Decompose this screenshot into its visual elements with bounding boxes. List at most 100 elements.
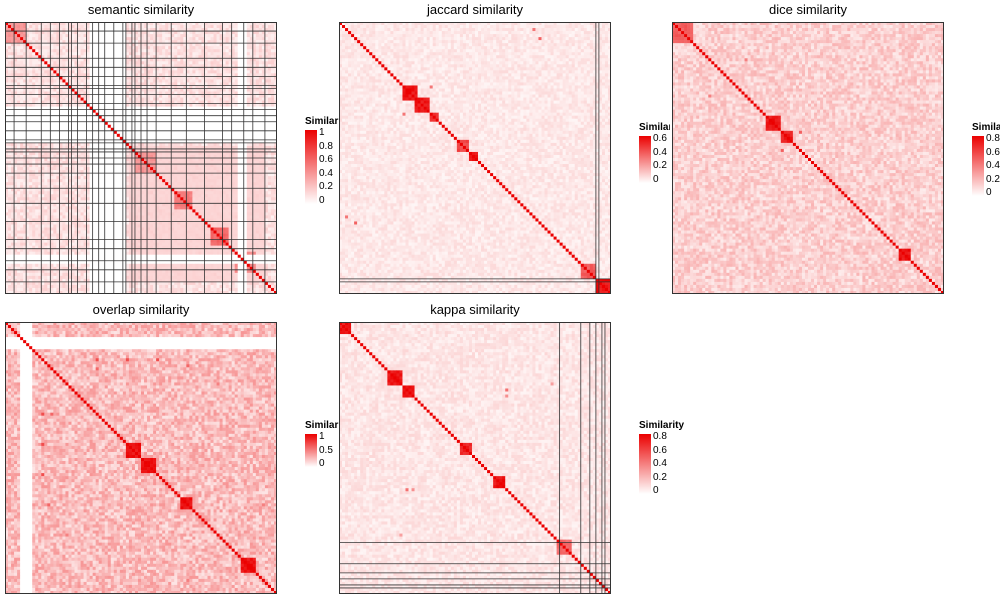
heatmap-cell (273, 103, 277, 107)
heatmap-cell (92, 88, 96, 92)
heatmap-cell (68, 85, 72, 89)
heatmap-cell (71, 58, 75, 62)
heatmap-cell (246, 73, 251, 77)
heatmap-cell (228, 170, 232, 174)
heatmap-cell (104, 100, 109, 104)
heatmap-cell (216, 79, 220, 83)
heatmap-cell (159, 79, 163, 83)
heatmap-cell (83, 82, 87, 86)
heatmap-cell (228, 88, 232, 92)
heatmap-cell (29, 121, 33, 126)
heatmap-cell (258, 70, 263, 74)
heatmap-cell (68, 67, 72, 71)
heatmap-cell (165, 185, 169, 189)
heatmap-cell (29, 118, 33, 123)
heatmap-cell (47, 25, 51, 29)
heatmap-cell (89, 130, 93, 135)
heatmap-cell (14, 170, 18, 174)
heatmap-cell (177, 55, 181, 59)
heatmap-cell (38, 67, 42, 71)
heatmap-cell (104, 109, 109, 113)
heatmap-cell (186, 154, 190, 159)
heatmap-cell (234, 139, 239, 144)
heatmap-cell (119, 91, 124, 95)
heatmap-cell (198, 167, 202, 171)
heatmap-cell (14, 40, 18, 44)
heatmap-cell (153, 148, 157, 153)
heatmap-cell (189, 127, 193, 132)
heatmap-cell (119, 79, 124, 83)
heatmap-cell (234, 70, 239, 74)
heatmap-cell (113, 136, 118, 141)
heatmap-cell (192, 22, 196, 26)
heatmap-cell (210, 112, 214, 116)
heatmap-cell (228, 161, 232, 165)
heatmap-cell (65, 94, 69, 98)
heatmap-cell (249, 82, 254, 86)
heatmap-cell (255, 46, 260, 50)
heatmap-cell (20, 167, 24, 171)
heatmap-cell (56, 91, 60, 95)
heatmap-cell (68, 179, 72, 183)
heatmap-cell (153, 145, 157, 150)
heatmap-cell (183, 46, 187, 50)
heatmap-cell (8, 127, 12, 132)
heatmap-cell (68, 79, 72, 83)
heatmap-cell (159, 121, 163, 126)
heatmap-cell (192, 164, 196, 168)
heatmap-cell (71, 164, 75, 168)
heatmap-cell (171, 76, 175, 80)
heatmap-cell (234, 106, 239, 110)
heatmap-cell (165, 34, 169, 38)
heatmap-cell (23, 133, 27, 138)
heatmap-cell (195, 109, 199, 113)
heatmap-cell (270, 182, 275, 186)
heatmap-cell (165, 158, 169, 162)
heatmap-cell (92, 127, 96, 132)
heatmap-cell (180, 136, 184, 141)
heatmap-cell (204, 103, 208, 107)
heatmap-cell (47, 58, 51, 62)
heatmap-cell (207, 37, 211, 41)
heatmap-cell (156, 185, 160, 189)
heatmap-cell (171, 164, 175, 168)
heatmap-cell (41, 112, 45, 116)
heatmap-cell (234, 161, 239, 165)
heatmap-cell (231, 61, 235, 65)
heatmap-cell (225, 97, 229, 101)
heatmap-cell (210, 176, 214, 180)
heatmap-cell (258, 130, 263, 135)
heatmap-cell (89, 188, 93, 192)
heatmap-cell (14, 55, 18, 59)
heatmap-cell (134, 64, 139, 68)
heatmap-cell (86, 73, 90, 77)
heatmap-cell (219, 151, 223, 156)
heatmap-cell (47, 112, 51, 116)
heatmap-cell (101, 100, 106, 104)
heatmap-cell (77, 148, 81, 153)
heatmap-cell (180, 170, 184, 174)
heatmap-cell (104, 127, 109, 132)
heatmap-cell (38, 25, 42, 29)
heatmap-cell (44, 46, 48, 50)
heatmap-cell (92, 58, 96, 62)
heatmap-cell (17, 176, 21, 180)
heatmap-cell (74, 64, 78, 68)
heatmap-cell (77, 124, 81, 129)
heatmap-cell (95, 170, 99, 174)
heatmap-cell (273, 31, 277, 35)
heatmap-cell (113, 73, 118, 77)
heatmap-cell (137, 91, 142, 95)
heatmap-cell (50, 176, 54, 180)
heatmap-cell (86, 28, 90, 32)
heatmap-cell (110, 148, 115, 153)
heatmap-cell (186, 67, 190, 71)
heatmap-cell (207, 82, 211, 86)
heatmap-cell (119, 179, 124, 183)
heatmap-cell (119, 142, 124, 147)
heatmap-cell (186, 124, 190, 129)
heatmap-cell (225, 79, 229, 83)
heatmap-cell (198, 154, 202, 159)
heatmap-cell (29, 158, 33, 162)
heatmap-cell (198, 142, 202, 147)
